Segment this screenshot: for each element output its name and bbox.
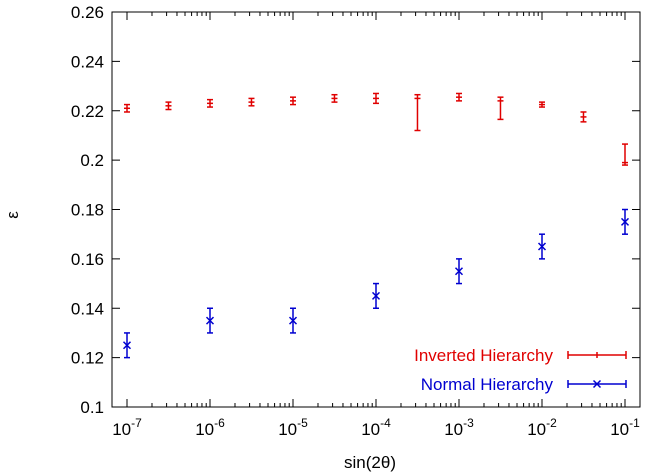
legend-entry-2: Normal Hierarchy [421, 375, 627, 394]
data-point [122, 341, 132, 350]
x-tick-label: 10-2 [527, 416, 557, 439]
x-tick-label: 10-4 [361, 416, 391, 439]
x-axis-ticks: 10-7 10-6 10-5 10-4 10-3 10-2 10-1 [112, 12, 640, 439]
x-tick-label: 10-6 [195, 416, 225, 439]
cross-stroke [205, 316, 215, 325]
cross-stroke [288, 316, 298, 325]
data-point [371, 291, 381, 300]
y-tick-label: 0.12 [71, 349, 104, 368]
legend: Inverted Hierarchy Normal Hierarchy [414, 346, 627, 394]
data-point [620, 217, 630, 226]
y-tick-label: 0.26 [71, 3, 104, 22]
legend-label: Normal Hierarchy [421, 375, 554, 394]
y-tick-label: 0.2 [80, 151, 104, 170]
y-tick-label: 0.16 [71, 250, 104, 269]
cross-stroke [122, 341, 132, 350]
legend-entry-1: Inverted Hierarchy [414, 346, 627, 365]
x-tick-label: 10-7 [112, 416, 142, 439]
legend-marker [592, 379, 602, 389]
y-axis-label: ε [3, 211, 22, 219]
cross-stroke [371, 291, 381, 300]
series-marks [122, 92, 630, 359]
x-tick-label: 10-1 [610, 416, 640, 439]
plot-border [111, 11, 641, 408]
y-tick-label: 0.14 [71, 299, 104, 318]
data-point [288, 316, 298, 325]
y-tick-label: 0.24 [71, 52, 104, 71]
y-tick-label: 0.1 [80, 398, 104, 417]
series-1 [124, 92, 628, 166]
data-point [205, 316, 215, 325]
cross-stroke [454, 267, 464, 276]
cross-stroke [620, 217, 630, 226]
data-point [454, 267, 464, 276]
x-tick-label: 10-5 [278, 416, 308, 439]
cross-stroke [537, 242, 547, 251]
data-point [537, 242, 547, 251]
y-tick-label: 0.18 [71, 201, 104, 220]
series-2 [122, 208, 630, 359]
plot-frame [111, 11, 641, 408]
y-axis-ticks: 0.1 0.12 0.14 0.16 0.18 0.2 0.22 0.24 0.26 [71, 3, 640, 417]
y-tick-label: 0.22 [71, 102, 104, 121]
x-axis-label: sin(2θ) [344, 453, 396, 472]
legend-label: Inverted Hierarchy [414, 346, 553, 365]
x-tick-label: 10-3 [444, 416, 474, 439]
